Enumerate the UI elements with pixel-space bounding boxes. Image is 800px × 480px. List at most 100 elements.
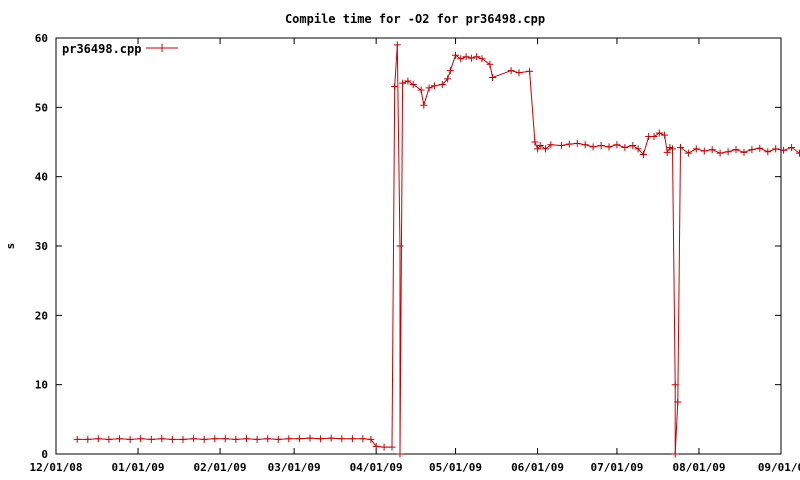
- x-tick-label: 03/01/09: [268, 461, 321, 474]
- data-point-marker: [444, 75, 452, 83]
- y-tick-label: 50: [35, 101, 48, 114]
- data-point-marker: [462, 53, 470, 61]
- data-point-marker: [137, 435, 145, 443]
- data-point-marker: [581, 141, 589, 149]
- data-point-marker: [430, 82, 438, 90]
- series-line: [77, 44, 800, 455]
- data-point-marker: [547, 141, 555, 149]
- data-point-marker: [708, 146, 716, 154]
- data-point-marker: [452, 51, 459, 59]
- data-point-marker: [489, 74, 497, 81]
- data-point-marker: [457, 55, 465, 63]
- data-point-marker: [780, 146, 788, 154]
- data-point-marker: [684, 149, 692, 157]
- data-point-marker: [536, 142, 544, 149]
- data-point-marker: [639, 151, 647, 158]
- data-point-marker: [190, 435, 198, 443]
- data-point-marker: [655, 129, 663, 137]
- data-point-marker: [772, 145, 780, 153]
- plot-frame: [55, 37, 782, 455]
- data-point-marker: [73, 435, 81, 443]
- data-point-marker: [650, 133, 658, 140]
- data-point-marker: [417, 86, 425, 94]
- data-point-marker: [359, 435, 367, 443]
- data-point-marker: [507, 67, 515, 75]
- data-point-marker: [756, 144, 764, 152]
- data-point-marker: [126, 435, 134, 443]
- x-tick-label: 07/01/09: [590, 461, 643, 474]
- data-point-marker: [597, 142, 605, 149]
- y-tick-label: 30: [35, 240, 48, 253]
- data-point-marker: [425, 84, 433, 92]
- axis-ticks: 0 10 20 30 40 50 60 12/01/08 01/01/09 02/01/09 03/…: [30, 32, 800, 474]
- data-point-marker: [221, 435, 229, 443]
- x-tick-label: 05/01/09: [429, 461, 482, 474]
- data-point-marker: [573, 139, 581, 147]
- y-tick-label: 60: [35, 32, 48, 45]
- data-point-marker: [788, 144, 796, 151]
- data-point-marker: [671, 381, 679, 389]
- data-point-marker: [306, 434, 314, 442]
- data-point-marker: [669, 145, 676, 153]
- data-point-marker: [420, 101, 428, 109]
- data-point-marker: [467, 54, 475, 62]
- data-point-marker: [84, 435, 92, 443]
- data-point-marker: [629, 142, 637, 149]
- data-point-marker: [327, 434, 335, 442]
- data-point-marker: [200, 435, 208, 443]
- data-point-marker: [764, 148, 772, 156]
- data-point-marker: [557, 142, 565, 149]
- data-point-marker: [674, 398, 682, 406]
- y-tick-label: 0: [41, 448, 48, 461]
- data-point-marker: [438, 81, 446, 88]
- chart-title: Compile time for -O2 for pr36498.cpp: [285, 12, 545, 26]
- data-point-marker: [677, 144, 684, 151]
- legend-marker: [158, 44, 166, 52]
- data-point-marker: [724, 148, 732, 156]
- series-layer: [73, 41, 800, 458]
- data-point-marker: [740, 148, 748, 156]
- y-tick-label: 40: [35, 171, 48, 184]
- data-point-marker: [391, 83, 399, 90]
- y-tick-label: 10: [35, 379, 48, 392]
- data-point-marker: [388, 443, 396, 451]
- y-axis-label: s: [4, 243, 17, 250]
- data-point-marker: [486, 60, 494, 68]
- legend-label: pr36498.cpp: [62, 42, 141, 56]
- data-point-marker: [663, 148, 671, 156]
- data-point-marker: [515, 69, 523, 77]
- x-tick-label: 12/01/08: [30, 461, 83, 474]
- data-point-marker: [446, 67, 454, 75]
- data-point-marker: [732, 146, 740, 154]
- data-point-marker: [404, 77, 412, 85]
- data-point-marker: [473, 53, 481, 61]
- data-point-marker: [605, 143, 613, 151]
- data-point-marker: [393, 41, 401, 49]
- data-point-marker: [748, 146, 756, 154]
- data-point-marker: [232, 435, 240, 443]
- x-tick-label: 04/01/09: [350, 461, 403, 474]
- data-point-marker: [621, 144, 629, 151]
- x-tick-label: 02/01/09: [194, 461, 247, 474]
- y-tick-label: 20: [35, 309, 48, 322]
- data-point-marker: [380, 443, 388, 451]
- data-point-marker: [716, 149, 724, 157]
- data-point-marker: [116, 435, 123, 443]
- data-point-marker: [396, 450, 404, 458]
- data-point-marker: [526, 67, 534, 75]
- data-point-marker: [661, 131, 669, 139]
- x-tick-label: 01/01/09: [112, 461, 165, 474]
- data-point-marker: [158, 435, 166, 443]
- data-point-marker: [295, 435, 303, 443]
- data-point-marker: [700, 147, 708, 155]
- data-point-marker: [589, 143, 597, 151]
- x-tick-label: 06/01/09: [511, 461, 564, 474]
- data-point-marker: [542, 145, 549, 153]
- data-point-marker: [396, 242, 404, 250]
- data-point-marker: [565, 140, 573, 148]
- data-point-marker: [168, 435, 176, 443]
- data-point-marker: [243, 435, 250, 443]
- data-point-marker: [147, 435, 155, 443]
- data-point-marker: [274, 435, 282, 443]
